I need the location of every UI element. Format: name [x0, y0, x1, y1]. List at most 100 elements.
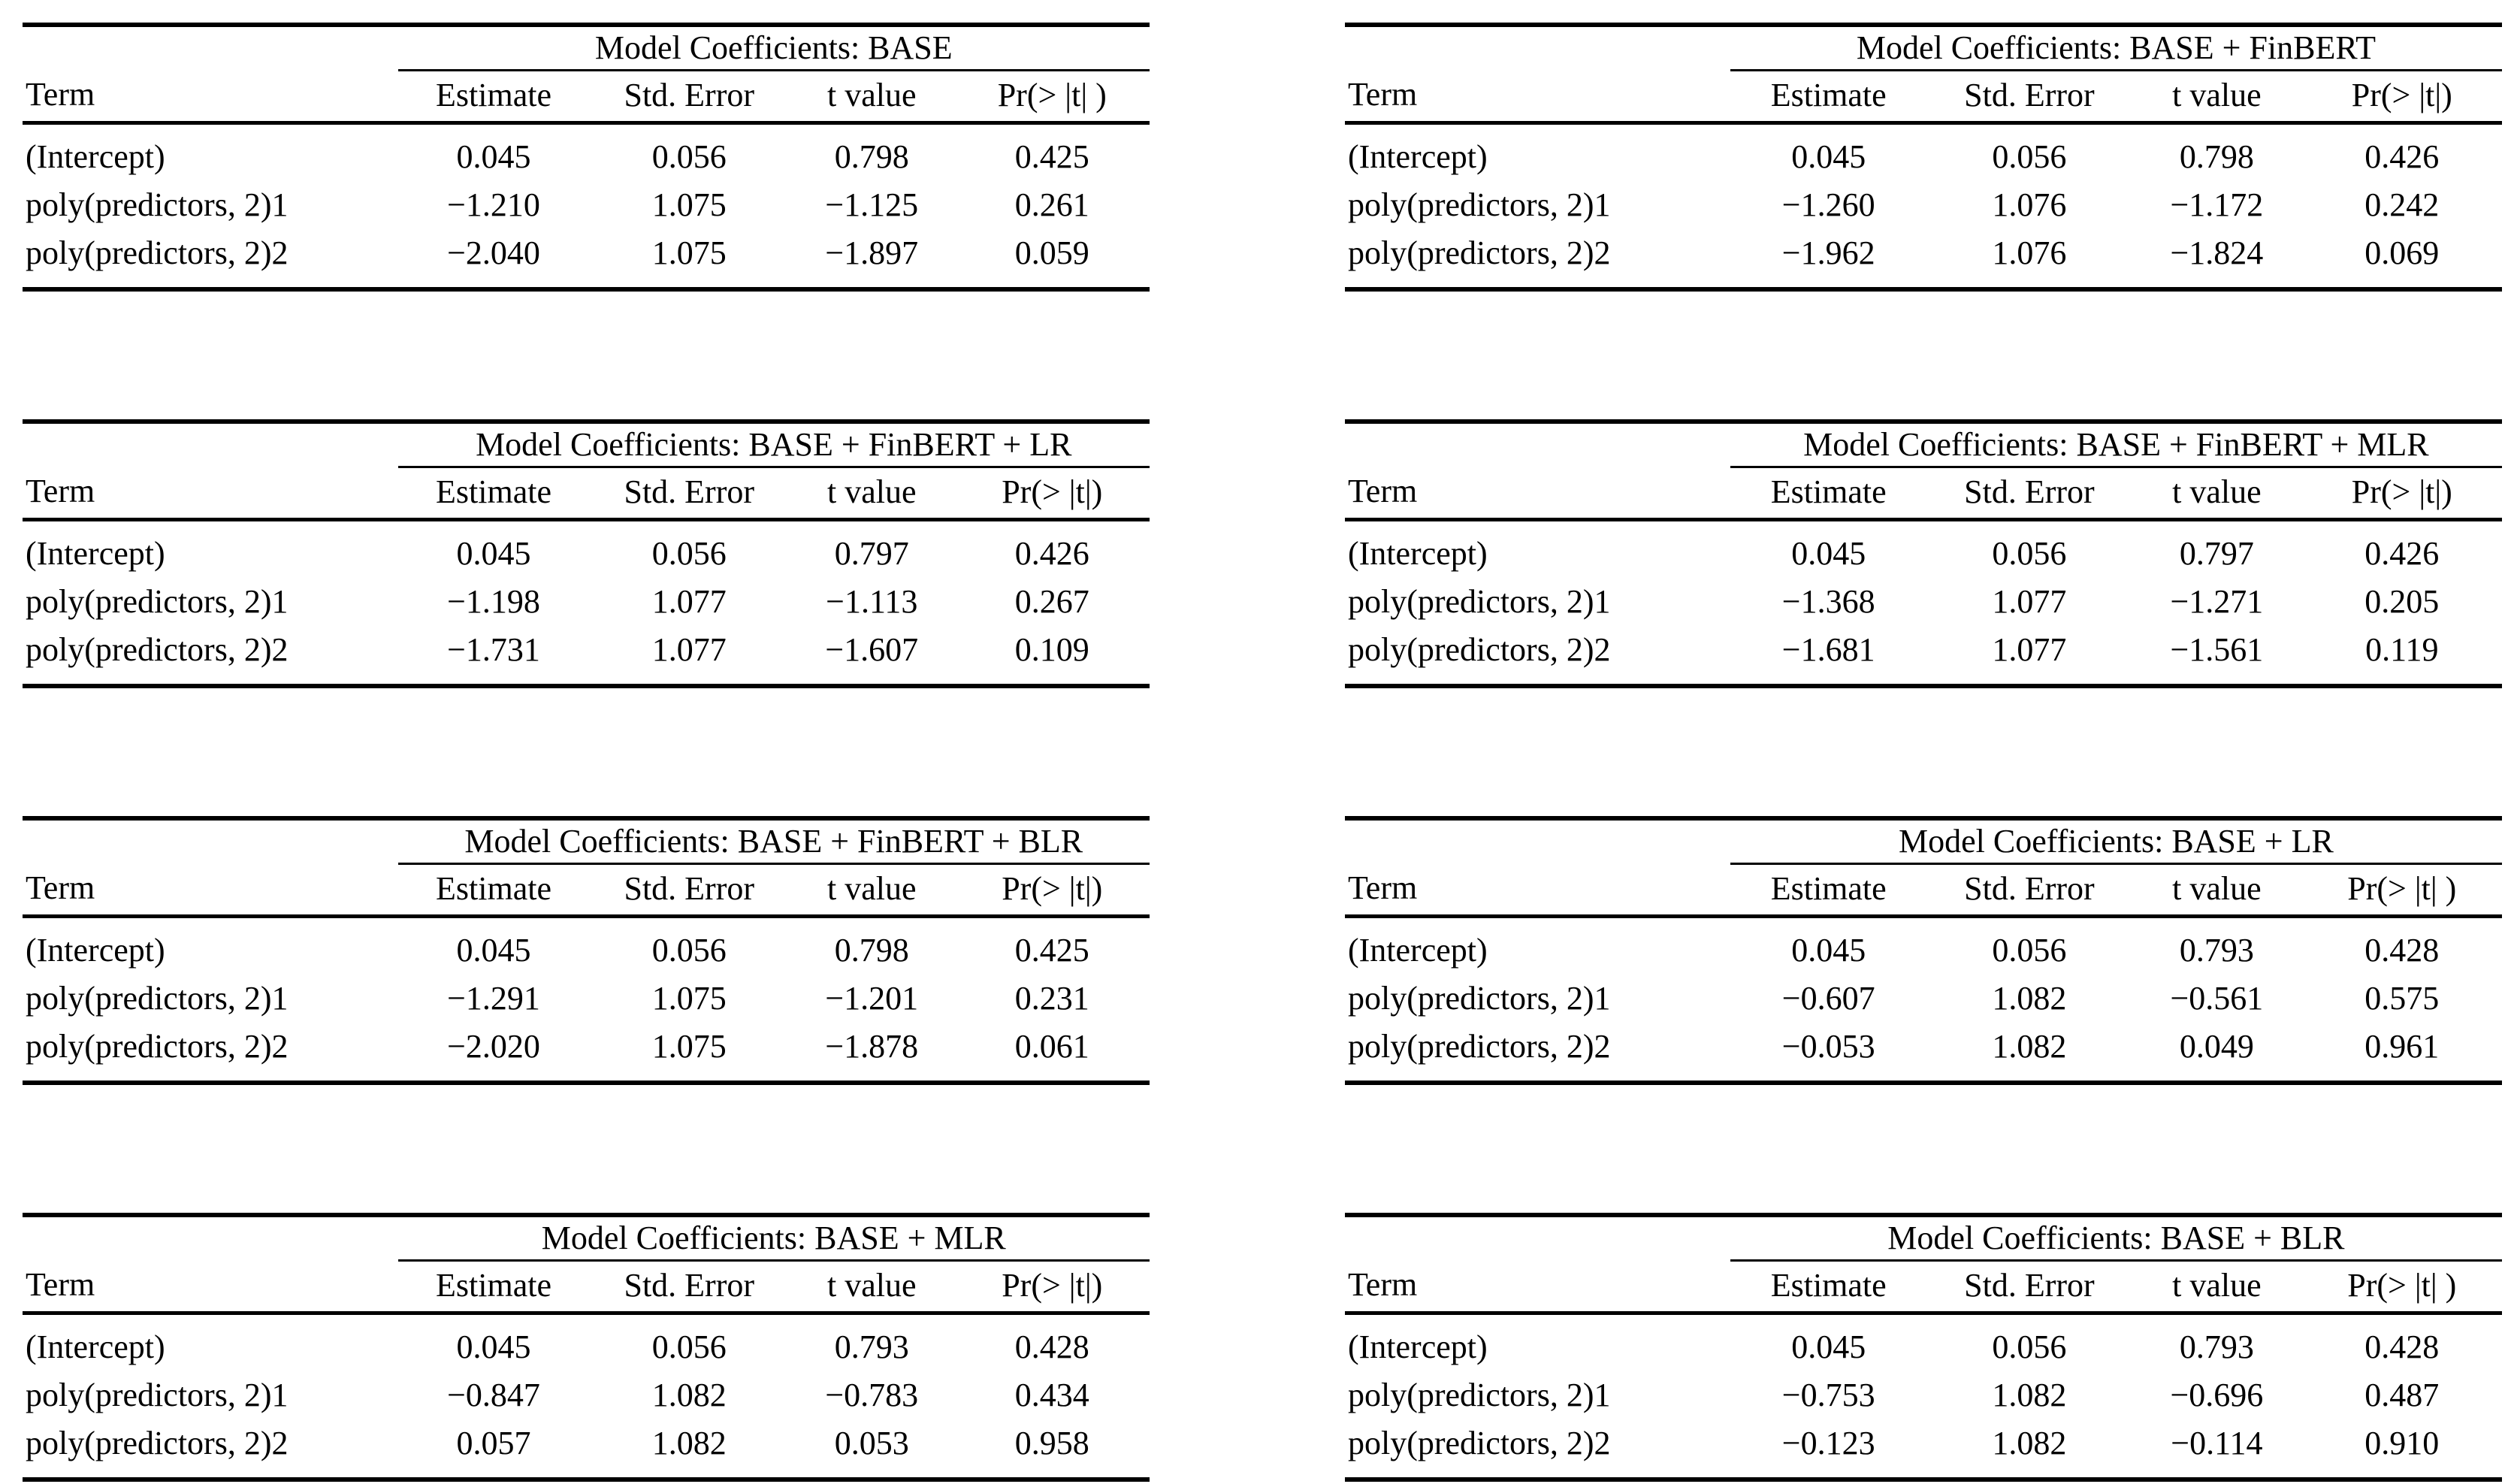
term-cell: (Intercept): [1348, 535, 1488, 572]
table-header-row: Term Estimate Std. Error t value Pr(> |t…: [1345, 467, 2502, 521]
col-header-term: Term: [23, 1260, 398, 1315]
table-header-row: Term Estimate Std. Error t value Pr(> |t…: [23, 863, 1150, 918]
table-row: poly(predictors, 2)1 −0.753 1.082 −0.696…: [1345, 1371, 2502, 1419]
t-value-cell: 0.053: [834, 1425, 909, 1461]
table-header-row: Term Estimate Std. Error t value Pr(> |t…: [23, 70, 1150, 125]
term-cell: (Intercept): [26, 1328, 165, 1365]
table-title: Model Coefficients: BASE: [397, 25, 1150, 71]
model-coefficients-table-base-lr: Model Coefficients: BASE + LR Term Estim…: [1345, 816, 2502, 1085]
t-value-cell: 0.793: [2179, 1328, 2254, 1365]
estimate-cell: 0.057: [456, 1425, 531, 1461]
t-value-cell: 0.797: [2179, 535, 2254, 572]
estimate-cell: −1.210: [447, 186, 540, 223]
p-value-cell: 0.109: [1014, 631, 1089, 668]
estimate-cell: −1.731: [447, 631, 540, 668]
estimate-cell: 0.045: [456, 932, 531, 969]
col-header-std-error: Std. Error: [589, 1260, 789, 1315]
col-header-estimate: Estimate: [1730, 863, 1927, 918]
col-header-std-error: Std. Error: [1926, 467, 2132, 521]
col-header-estimate: Estimate: [1730, 70, 1927, 125]
p-value-cell: 0.261: [1014, 186, 1089, 223]
t-value-cell: 0.798: [2179, 138, 2254, 175]
estimate-cell: −0.053: [1781, 1028, 1875, 1065]
p-value-cell: 0.426: [1014, 535, 1089, 572]
col-header-std-error: Std. Error: [1926, 863, 2132, 918]
table-row: (Intercept) 0.045 0.056 0.797 0.426: [23, 520, 1150, 579]
p-value-cell: 0.425: [1014, 932, 1089, 969]
col-header-term: Term: [1345, 863, 1730, 918]
table-title-row: Model Coefficients: BASE + BLR: [1345, 1215, 2502, 1262]
col-header-p-value: Pr(> |t|): [954, 467, 1150, 521]
col-header-p-value: Pr(> |t|): [954, 863, 1150, 918]
model-coefficients-table-base-finbert-mlr: Model Coefficients: BASE + FinBERT + MLR…: [1345, 419, 2502, 688]
p-value-cell: 0.428: [1014, 1328, 1089, 1365]
estimate-cell: 0.045: [1791, 535, 1866, 572]
t-value-cell: −1.607: [825, 631, 919, 668]
col-header-t-value: t value: [2132, 1260, 2302, 1315]
col-header-estimate: Estimate: [1730, 467, 1927, 521]
std-error-cell: 1.077: [651, 583, 727, 620]
table-title: Model Coefficients: BASE + FinBERT + BLR: [397, 818, 1150, 865]
std-error-cell: 0.056: [651, 1328, 727, 1365]
term-cell: (Intercept): [26, 535, 165, 572]
table-row: (Intercept) 0.045 0.056 0.793 0.428: [1345, 917, 2502, 975]
std-error-cell: 0.056: [1992, 932, 2067, 969]
term-cell: poly(predictors, 2)1: [1348, 1377, 1611, 1413]
col-header-t-value: t value: [789, 467, 955, 521]
col-header-estimate: Estimate: [397, 467, 590, 521]
model-coefficients-table-base: Model Coefficients: BASE Term Estimate S…: [23, 23, 1150, 292]
std-error-cell: 1.082: [651, 1377, 727, 1413]
table-header-row: Term Estimate Std. Error t value Pr(> |t…: [1345, 863, 2502, 918]
col-header-estimate: Estimate: [1730, 1260, 1927, 1315]
p-value-cell: 0.069: [2364, 234, 2440, 271]
title-spacer: [23, 422, 398, 467]
col-header-p-value: Pr(> |t| ): [2301, 863, 2502, 918]
t-value-cell: 0.049: [2179, 1028, 2254, 1065]
t-value-cell: 0.798: [834, 932, 909, 969]
col-header-t-value: t value: [789, 70, 955, 125]
col-header-p-value: Pr(> |t| ): [954, 70, 1150, 125]
std-error-cell: 1.076: [1992, 186, 2067, 223]
table-row: poly(predictors, 2)2 0.057 1.082 0.053 0…: [23, 1419, 1150, 1479]
col-header-estimate: Estimate: [397, 863, 590, 918]
col-header-std-error: Std. Error: [589, 863, 789, 918]
estimate-cell: 0.045: [456, 535, 531, 572]
term-cell: poly(predictors, 2)1: [1348, 186, 1611, 223]
col-header-std-error: Std. Error: [1926, 1260, 2132, 1315]
t-value-cell: −0.696: [2170, 1377, 2264, 1413]
title-spacer: [1345, 422, 1730, 467]
std-error-cell: 0.056: [1992, 535, 2067, 572]
t-value-cell: 0.793: [834, 1328, 909, 1365]
p-value-cell: 0.267: [1014, 583, 1089, 620]
std-error-cell: 1.082: [1992, 1028, 2067, 1065]
t-value-cell: −1.125: [825, 186, 919, 223]
p-value-cell: 0.428: [2364, 1328, 2440, 1365]
p-value-cell: 0.910: [2364, 1425, 2440, 1461]
term-cell: poly(predictors, 2)2: [1348, 234, 1611, 271]
table-title-row: Model Coefficients: BASE + FinBERT + BLR: [23, 818, 1150, 865]
p-value-cell: 0.428: [2364, 932, 2440, 969]
table-title-row: Model Coefficients: BASE + FinBERT + LR: [23, 422, 1150, 468]
table-row: poly(predictors, 2)1 −0.607 1.082 −0.561…: [1345, 975, 2502, 1023]
p-value-cell: 0.061: [1014, 1028, 1089, 1065]
std-error-cell: 1.082: [1992, 1377, 2067, 1413]
estimate-cell: −1.681: [1781, 631, 1875, 668]
term-cell: poly(predictors, 2)2: [1348, 1425, 1611, 1461]
term-cell: poly(predictors, 2)1: [26, 980, 289, 1017]
title-spacer: [1345, 1215, 1730, 1261]
table-row: poly(predictors, 2)2 −0.123 1.082 −0.114…: [1345, 1419, 2502, 1479]
table-row: poly(predictors, 2)1 −1.291 1.075 −1.201…: [23, 975, 1150, 1023]
std-error-cell: 1.082: [1992, 1425, 2067, 1461]
term-cell: poly(predictors, 2)2: [26, 1425, 289, 1461]
table-row: (Intercept) 0.045 0.056 0.798 0.426: [1345, 123, 2502, 182]
std-error-cell: 0.056: [1992, 1328, 2067, 1365]
table-row: poly(predictors, 2)2 −2.020 1.075 −1.878…: [23, 1023, 1150, 1083]
col-header-p-value: Pr(> |t| ): [2301, 1260, 2502, 1315]
estimate-cell: −0.123: [1781, 1425, 1875, 1461]
table-row: poly(predictors, 2)1 −0.847 1.082 −0.783…: [23, 1371, 1150, 1419]
term-cell: poly(predictors, 2)2: [26, 234, 289, 271]
col-header-estimate: Estimate: [397, 70, 590, 125]
std-error-cell: 1.076: [1992, 234, 2067, 271]
p-value-cell: 0.426: [2364, 138, 2440, 175]
col-header-term: Term: [1345, 70, 1730, 125]
